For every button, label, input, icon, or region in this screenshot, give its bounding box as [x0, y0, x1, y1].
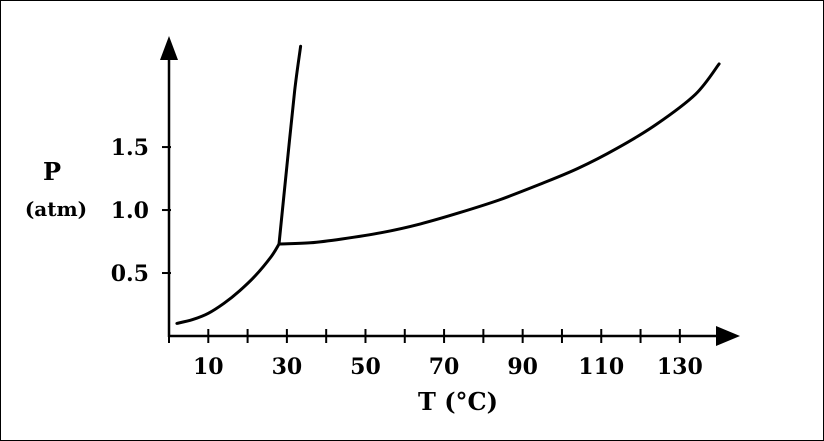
sublimation-curve	[175, 242, 281, 325]
y-tick-label: 1.0	[111, 198, 149, 224]
x-tick-label: 90	[507, 354, 538, 380]
y-tick-label: 1.5	[111, 135, 149, 161]
y-axis-label: P	[43, 157, 61, 186]
x-tick-label: 130	[657, 354, 703, 380]
x-tick-label: 30	[272, 354, 303, 380]
x-tick-label: 50	[350, 354, 381, 380]
y-tick-label: 0.5	[111, 261, 149, 287]
y-axis-arrow	[160, 36, 178, 60]
x-axis-arrow	[716, 326, 740, 346]
x-tick-label: 110	[578, 354, 624, 380]
x-tick-label: 10	[193, 354, 224, 380]
x-ticks: 10 30 50 70 90 110 130	[168, 329, 721, 380]
y-axis-unit: (atm)	[25, 197, 87, 221]
vaporization-curve	[277, 62, 721, 246]
x-axis-label: T (°C)	[418, 387, 498, 416]
y-ticks: 0.5 1.0 1.5	[111, 135, 171, 287]
axes	[160, 36, 740, 346]
melting-curve	[277, 44, 303, 246]
series-group	[175, 44, 721, 325]
x-tick-label: 70	[429, 354, 460, 380]
